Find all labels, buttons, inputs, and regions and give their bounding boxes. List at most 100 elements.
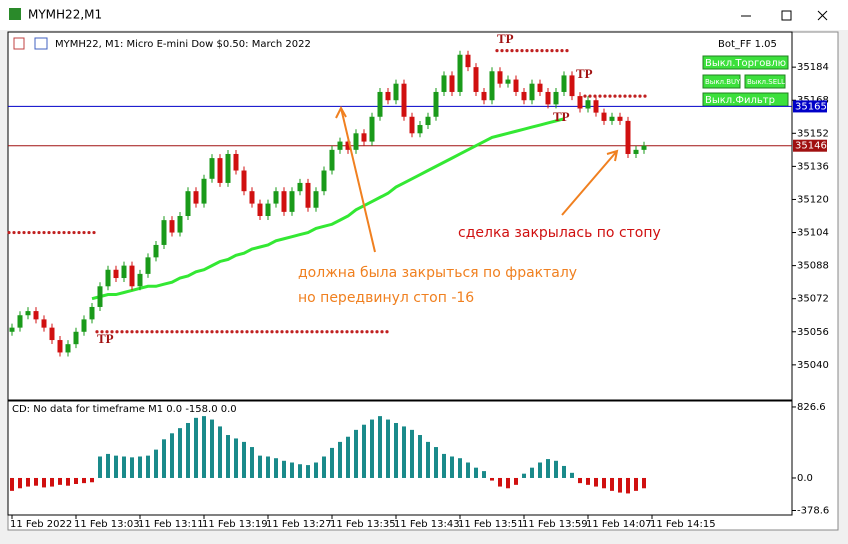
histogram-bar bbox=[242, 441, 246, 478]
candle-body bbox=[569, 75, 575, 97]
candle-body bbox=[497, 71, 503, 84]
histogram-bar bbox=[58, 477, 62, 485]
histogram-bar bbox=[442, 453, 446, 478]
candle-body bbox=[305, 182, 311, 208]
histogram-bar bbox=[34, 477, 38, 486]
level-dot bbox=[300, 330, 304, 334]
candle-body bbox=[473, 67, 479, 92]
level-dot bbox=[280, 330, 284, 334]
histogram-bar bbox=[290, 462, 294, 478]
histogram-bar bbox=[322, 456, 326, 478]
level-dot bbox=[115, 330, 119, 334]
histogram-bar bbox=[618, 477, 622, 493]
arrow bbox=[335, 105, 376, 253]
level-dot bbox=[57, 230, 61, 235]
candle-body bbox=[409, 116, 415, 134]
level-dot bbox=[7, 230, 11, 235]
level-dot bbox=[77, 230, 81, 235]
level-dot bbox=[47, 230, 51, 235]
level-dot bbox=[170, 330, 174, 334]
histogram-bar bbox=[378, 416, 382, 478]
candle-body bbox=[417, 125, 423, 134]
histogram-bar bbox=[586, 477, 590, 485]
candle-body bbox=[225, 153, 231, 183]
candle-body bbox=[401, 83, 407, 117]
histogram-bar bbox=[186, 422, 190, 478]
bot-button[interactable] bbox=[744, 74, 786, 89]
histogram-bar bbox=[530, 467, 534, 478]
candle-body bbox=[369, 116, 375, 142]
candle-body bbox=[593, 100, 599, 113]
histogram-bar bbox=[130, 457, 134, 478]
bot-button-label: Выкл.SELL bbox=[747, 78, 785, 86]
histogram-bar bbox=[330, 447, 334, 478]
level-dot bbox=[52, 230, 56, 235]
level-dot bbox=[535, 49, 539, 53]
tp-label: TP bbox=[97, 331, 114, 346]
bot-button[interactable] bbox=[702, 55, 789, 70]
candle-body bbox=[585, 100, 591, 109]
bot-button[interactable] bbox=[702, 74, 741, 89]
annotation: должна была закрыться по фракталу bbox=[298, 265, 577, 281]
level-dot bbox=[520, 49, 524, 53]
candle-body bbox=[201, 178, 207, 204]
candle-body bbox=[537, 83, 543, 92]
histogram-bar bbox=[418, 435, 422, 478]
candle-body bbox=[257, 203, 263, 216]
level-dot bbox=[105, 330, 109, 334]
tp-level bbox=[95, 330, 389, 334]
y-tick-label: 35088 bbox=[797, 261, 829, 272]
candle-body bbox=[481, 91, 487, 101]
histogram-bar bbox=[250, 447, 254, 478]
maximize-button[interactable] bbox=[781, 10, 792, 21]
histogram-bar bbox=[634, 477, 638, 491]
histogram-bar bbox=[490, 477, 494, 481]
level-dot bbox=[628, 94, 632, 98]
level-dot bbox=[82, 230, 86, 235]
candle-body bbox=[641, 145, 647, 150]
price-label-box bbox=[793, 100, 827, 113]
bot-button-label: Выкл.Фильтр bbox=[705, 95, 775, 106]
histogram-bar bbox=[394, 422, 398, 478]
histogram-bar bbox=[26, 477, 30, 487]
candle-body bbox=[233, 153, 239, 171]
candle-body bbox=[129, 265, 135, 287]
level-dot bbox=[110, 330, 114, 334]
level-dot bbox=[555, 49, 559, 53]
level-dot bbox=[505, 49, 509, 53]
level-dot bbox=[335, 330, 339, 334]
level-dot bbox=[32, 230, 36, 235]
histogram-bar bbox=[138, 456, 142, 478]
candle-body bbox=[577, 96, 583, 109]
time-label: 11 Feb 13:19 bbox=[202, 519, 268, 530]
histogram-bar bbox=[274, 458, 278, 478]
candle-body bbox=[9, 327, 15, 332]
level-dot bbox=[230, 330, 234, 334]
candle-body bbox=[345, 141, 351, 150]
level-dot bbox=[510, 49, 514, 53]
level-dot bbox=[180, 330, 184, 334]
level-dot bbox=[608, 94, 612, 98]
tp-label: TP bbox=[553, 109, 570, 124]
histogram-bar bbox=[458, 458, 462, 478]
candle-body bbox=[289, 191, 295, 212]
time-label: 11 Feb 2022 bbox=[10, 519, 72, 530]
candle-body bbox=[177, 216, 183, 233]
candle-body bbox=[513, 79, 519, 92]
close-button[interactable] bbox=[817, 10, 828, 21]
level-dot bbox=[305, 330, 309, 334]
time-label: 11 Feb 13:35 bbox=[330, 519, 396, 530]
level-dot bbox=[130, 330, 134, 334]
level-dot bbox=[67, 230, 71, 235]
candle-body bbox=[41, 319, 47, 328]
candle-body bbox=[321, 170, 327, 192]
candle-body bbox=[297, 182, 303, 192]
y-tick-label: -378.6 bbox=[797, 505, 829, 516]
level-dot bbox=[92, 230, 96, 235]
candle-body bbox=[601, 112, 607, 121]
level-dot bbox=[265, 330, 269, 334]
time-label: 11 Feb 13:27 bbox=[266, 519, 332, 530]
level-dot bbox=[95, 330, 99, 334]
indicator-label: CD: No data for timeframe M1 0.0 -158.0 … bbox=[12, 404, 237, 415]
